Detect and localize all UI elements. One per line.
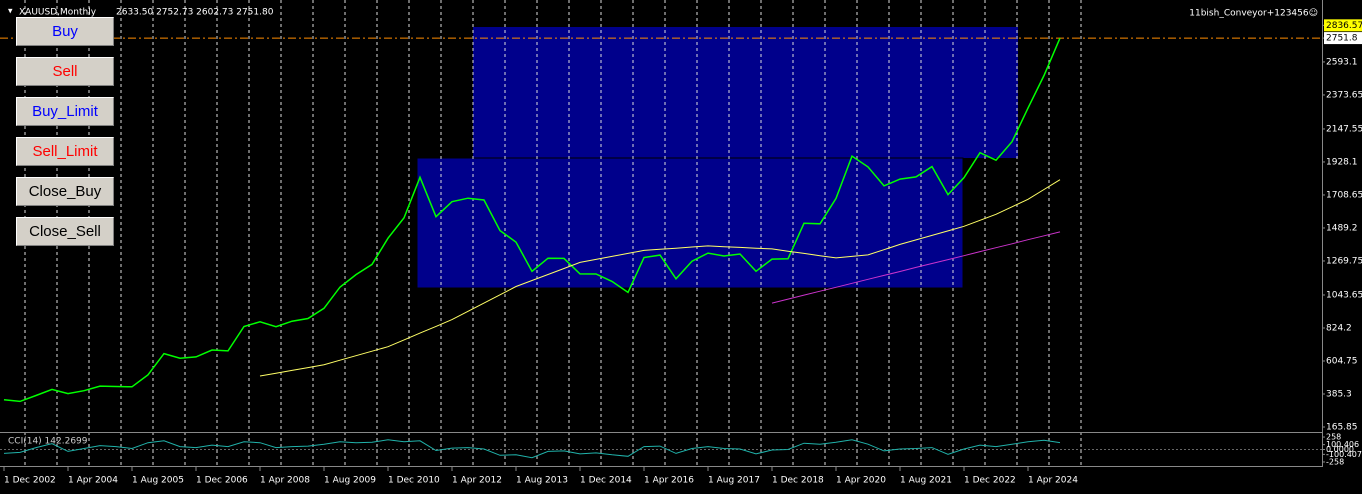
x-tick-label: 1 Dec 2002	[4, 476, 56, 486]
y-tick-label: 2593.1	[1326, 57, 1358, 67]
x-tick-label: 1 Apr 2020	[836, 476, 886, 486]
y-tick-label: 824.2	[1326, 323, 1352, 333]
x-tick-label: 1 Dec 2006	[196, 476, 248, 486]
y-tick-label: 1489.2	[1326, 223, 1358, 233]
y-tick-label: 100.406	[1326, 440, 1359, 449]
y-tick-label: 1269.75	[1326, 256, 1362, 266]
x-tick-label: 1 Aug 2017	[708, 476, 760, 486]
trade-button[interactable]: Close_Sell	[16, 217, 114, 246]
x-tick-label: 1 Apr 2008	[260, 476, 310, 486]
x-tick-label: 1 Dec 2014	[580, 476, 632, 486]
grid	[0, 0, 1322, 466]
x-tick-label: 1 Dec 2022	[964, 476, 1016, 486]
ohlc: 2633.50 2752.73 2602.73 2751.80	[116, 8, 274, 18]
trade-button[interactable]: Buy_Limit	[16, 97, 114, 126]
x-tick-label: 1 Apr 2024	[1028, 476, 1078, 486]
y-tick-label: 2147.55	[1326, 124, 1362, 134]
y-tick-label: 2373.65	[1326, 90, 1362, 100]
y-tick-label: 165.85	[1326, 423, 1358, 433]
y-tick-label: 0.0000	[1326, 445, 1354, 454]
x-tick-label: 1 Aug 2005	[132, 476, 184, 486]
series-line	[771, 231, 1061, 304]
y-tick-label: -258	[1326, 457, 1344, 466]
y-tick-label: 2836.57	[1326, 21, 1362, 31]
indicator-title: CCI(14) 142.2699	[8, 437, 88, 447]
y-tick-label: 2751.8	[1326, 34, 1358, 44]
symbol-label: XAUUSD,Monthly	[19, 8, 97, 18]
y-tick-label: 1928.1	[1326, 157, 1358, 167]
y-tick-label: 258	[1326, 433, 1341, 442]
symbol: ▾	[8, 7, 13, 17]
plot	[3, 37, 1061, 459]
tick-highlight	[1324, 32, 1362, 45]
y-tick-label: 1708.65	[1326, 190, 1362, 200]
series-line	[3, 439, 1061, 459]
y-tick-label: -100.407	[1326, 450, 1362, 459]
x-tick-label: 1 Dec 2010	[388, 476, 440, 486]
x-tick-label: 1 Aug 2009	[324, 476, 376, 486]
x-tick-label: 1 Dec 2018	[772, 476, 824, 486]
x-tick-label: 1 Apr 2004	[68, 476, 118, 486]
y-tick-label: 385.3	[1326, 389, 1352, 399]
y-tick-label: 1043.65	[1326, 290, 1362, 300]
trade-button[interactable]: Sell	[16, 57, 114, 86]
y-tick-label: 604.75	[1326, 356, 1358, 366]
x-tick-label: 1 Apr 2016	[644, 476, 694, 486]
trade-button[interactable]: Buy	[16, 17, 114, 46]
x-tick-label: 1 Aug 2021	[900, 476, 952, 486]
series-line	[259, 179, 1061, 377]
zone-upper	[473, 27, 1018, 158]
x-tick-label: 1 Aug 2013	[516, 476, 568, 486]
x-tick-label: 1 Apr 2012	[452, 476, 502, 486]
zone-lower	[416, 157, 964, 289]
series-line	[3, 37, 1061, 403]
trade-button[interactable]: Close_Buy	[16, 177, 114, 206]
trade-button[interactable]: Sell_Limit	[16, 137, 114, 166]
account: 11bish_Conveyor+123456☺	[1189, 8, 1318, 19]
tick-highlight	[1324, 19, 1362, 32]
